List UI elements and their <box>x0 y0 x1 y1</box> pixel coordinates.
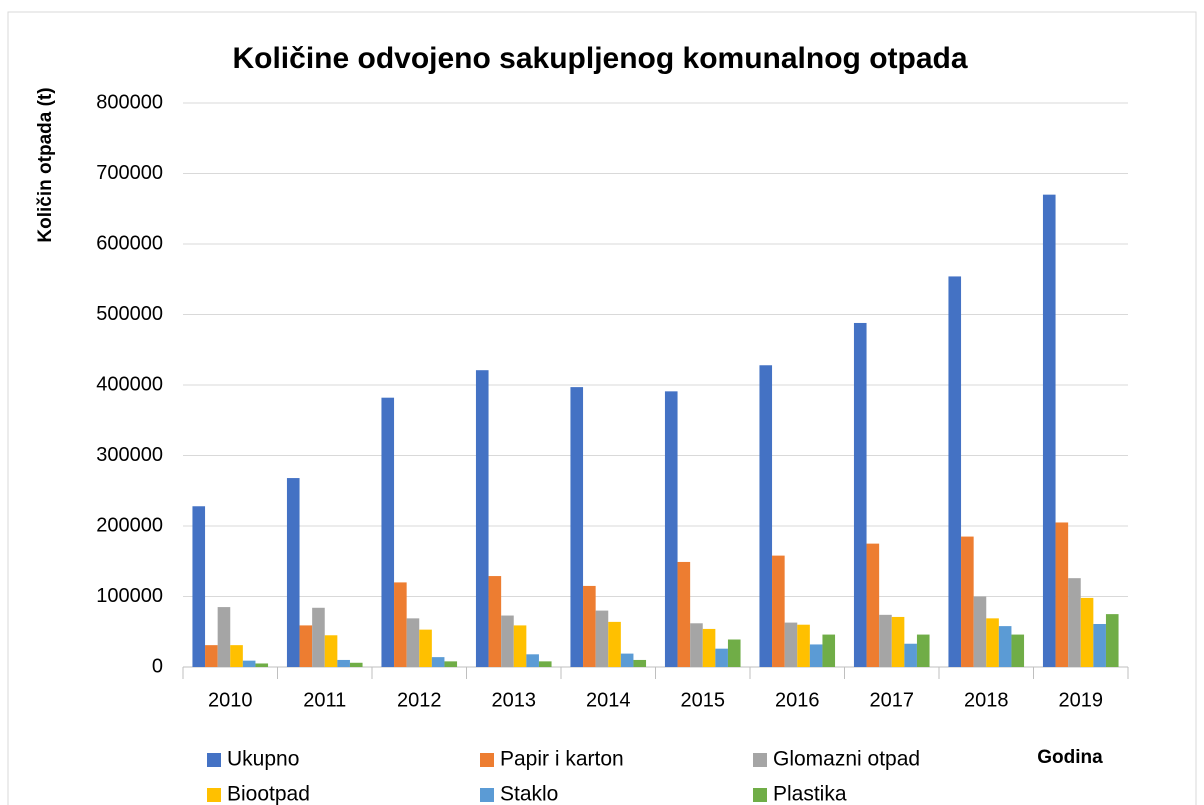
bar <box>961 536 974 667</box>
bar <box>324 635 338 667</box>
bar <box>727 639 741 667</box>
bar <box>948 276 962 667</box>
x-tick-label: 2010 <box>208 689 253 711</box>
legend-swatch <box>753 753 767 767</box>
bar <box>916 634 930 667</box>
bar <box>501 615 514 667</box>
bar <box>853 322 867 667</box>
legend-swatch <box>480 753 494 767</box>
y-tick-label: 0 <box>152 655 163 677</box>
bar <box>312 607 325 667</box>
bar <box>664 391 678 667</box>
bar <box>526 654 539 667</box>
legend-label: Ukupno <box>227 748 299 771</box>
bar <box>620 653 634 667</box>
legend-label: Staklo <box>500 783 558 805</box>
y-axis-label: Količin otpada (t) <box>35 87 56 242</box>
bar <box>904 643 917 667</box>
x-tick-label: 2016 <box>775 689 820 711</box>
bar <box>784 622 798 667</box>
bar <box>1105 614 1119 667</box>
legend-swatch <box>480 788 494 802</box>
bar <box>217 607 231 667</box>
bar <box>998 626 1012 667</box>
x-tick-label: 2012 <box>397 689 442 711</box>
y-tick-label: 500000 <box>96 303 163 325</box>
x-axis-label: Godina <box>1037 747 1103 768</box>
bar <box>230 645 243 667</box>
bar <box>205 645 218 667</box>
bar <box>690 623 703 667</box>
bar <box>677 561 691 667</box>
y-tick-label: 100000 <box>96 585 163 607</box>
bar <box>891 616 905 667</box>
bar <box>986 618 999 667</box>
chart-border <box>7 11 1197 805</box>
bar <box>759 365 773 667</box>
bar <box>715 648 728 667</box>
y-tick-label: 600000 <box>96 232 163 254</box>
legend-swatch <box>207 788 221 802</box>
bar <box>973 596 987 667</box>
bar <box>822 634 836 667</box>
y-tick-label: 800000 <box>96 91 163 113</box>
legend-label: Glomazni otpad <box>773 748 920 771</box>
bar <box>595 610 609 667</box>
bar <box>488 576 502 667</box>
bar <box>394 582 407 667</box>
bar <box>570 387 584 667</box>
x-tick-label: 2014 <box>586 689 631 711</box>
legend-swatch <box>207 753 221 767</box>
bar <box>1042 194 1056 667</box>
bar <box>1080 597 1094 667</box>
bar <box>337 659 350 667</box>
x-tick-label: 2015 <box>681 689 726 711</box>
bar <box>1011 634 1025 667</box>
legend-label: Plastika <box>773 783 847 805</box>
bar <box>538 661 552 667</box>
bar <box>772 555 785 667</box>
y-tick-label: 300000 <box>96 444 163 466</box>
legend-swatch <box>753 788 767 802</box>
legend-label: Papir i karton <box>500 748 624 771</box>
bar <box>475 370 489 667</box>
bar <box>809 644 823 667</box>
bar <box>797 624 810 667</box>
legend-label: Biootpad <box>227 783 310 805</box>
bar <box>513 625 527 667</box>
bar <box>349 662 363 667</box>
bar <box>299 625 313 667</box>
x-tick-label: 2017 <box>870 689 915 711</box>
x-tick-label: 2019 <box>1059 689 1104 711</box>
bar <box>286 478 300 667</box>
bar <box>406 618 420 667</box>
bar <box>192 506 206 667</box>
bar <box>702 628 716 667</box>
x-tick-label: 2011 <box>303 689 346 711</box>
bar <box>1055 522 1069 667</box>
bar <box>242 660 256 667</box>
bar <box>444 661 458 667</box>
bar <box>419 629 432 667</box>
bar <box>255 663 269 667</box>
x-tick-label: 2013 <box>492 689 537 711</box>
y-tick-label: 400000 <box>96 373 163 395</box>
bar <box>1068 578 1081 667</box>
bar <box>431 657 445 667</box>
chart-title: Količine odvojeno sakupljenog komunalnog… <box>232 42 967 75</box>
bar <box>381 397 395 667</box>
bar <box>583 585 596 667</box>
bar <box>866 543 880 667</box>
y-tick-label: 200000 <box>96 514 163 536</box>
bar <box>1093 623 1106 667</box>
x-tick-label: 2018 <box>964 689 1009 711</box>
bar <box>633 659 647 667</box>
bar <box>879 614 892 667</box>
bar <box>608 621 621 667</box>
y-tick-label: 700000 <box>96 162 163 184</box>
